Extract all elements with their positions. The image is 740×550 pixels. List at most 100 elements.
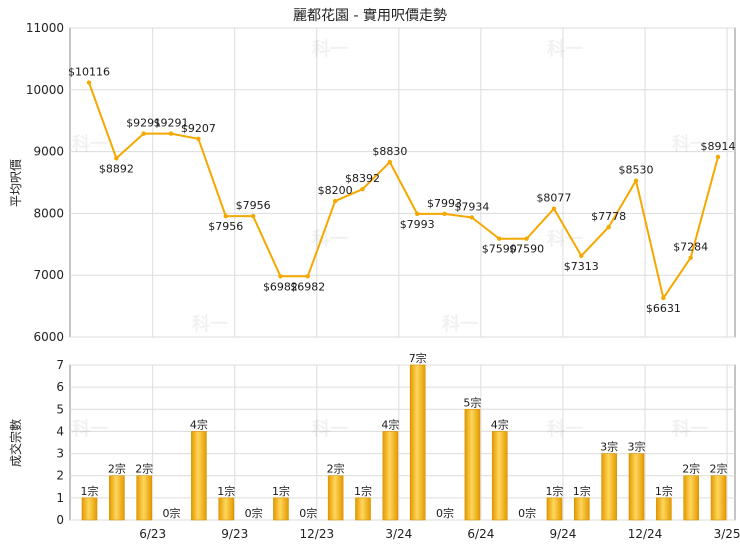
watermark-text: 科一 [72, 133, 108, 155]
price-point [606, 224, 611, 230]
price-point-label: $7313 [564, 260, 599, 273]
price-point [579, 253, 584, 259]
x-tick-label: 6/24 [467, 527, 494, 541]
count-bar-label: 1宗 [655, 484, 673, 498]
price-point-label: $6631 [646, 302, 681, 315]
price-point-label: $8530 [619, 164, 654, 177]
price-point [360, 186, 365, 192]
count-bar-label: 7宗 [409, 351, 427, 365]
count-bar [109, 475, 125, 521]
price-point [469, 215, 475, 220]
watermark-text: 科一 [547, 38, 583, 60]
chart-title: 麗都花園 - 實用呎價走勢 [293, 7, 447, 24]
price-y-tick-label: 9000 [33, 145, 64, 159]
price-point [223, 213, 228, 219]
price-point-label: $7956 [208, 220, 243, 233]
count-bar-label: 2宗 [327, 462, 345, 476]
price-y-axis-title: 平均呎價 [9, 159, 23, 207]
count-bar [81, 497, 98, 521]
x-tick-label: 12/23 [300, 527, 335, 541]
price-point [442, 211, 447, 217]
price-point-label: $7993 [400, 218, 435, 231]
watermark-text: 科一 [672, 133, 708, 155]
line-series [86, 80, 721, 301]
bar-series [81, 364, 727, 521]
price-point-label: $10116 [68, 66, 110, 79]
price-y-tick-label: 7000 [33, 268, 64, 282]
count-bar [464, 408, 481, 521]
price-point [168, 131, 174, 136]
x-tick-label: 3/25 [714, 527, 740, 541]
count-bar-label: 1宗 [354, 484, 372, 498]
count-y-tick-label: 3 [56, 447, 64, 461]
price-y-tick-label: 8000 [33, 206, 64, 220]
count-bar-label: 4宗 [190, 417, 208, 431]
x-tick-label: 12/24 [628, 527, 663, 541]
count-y-tick-label: 2 [56, 469, 64, 483]
count-bar [601, 453, 617, 521]
price-point-label: $7956 [236, 199, 271, 212]
count-bar [656, 497, 672, 521]
watermark-text: 科一 [547, 228, 583, 250]
price-point [415, 211, 420, 217]
price-point-label: $7590 [509, 243, 544, 256]
count-bar [546, 497, 563, 521]
price-point-label: $8392 [345, 172, 380, 185]
count-bar-label: 1宗 [217, 484, 235, 498]
price-point [86, 80, 92, 85]
price-point-label: $8892 [99, 162, 134, 175]
price-point-label: $6982 [263, 280, 298, 293]
watermark-text: 科一 [312, 418, 348, 440]
count-y-tick-label: 7 [56, 358, 64, 372]
watermark-text: 科一 [72, 418, 108, 440]
count-bar [409, 364, 426, 521]
count-bar [273, 497, 289, 521]
watermark-text: 科一 [312, 228, 348, 250]
price-point-label: $9207 [181, 122, 216, 135]
price-point [114, 156, 119, 161]
count-y-tick-label: 6 [56, 380, 64, 394]
price-point-label: $8914 [701, 140, 736, 153]
count-bar-label: 1宗 [573, 484, 591, 498]
price-point-label: $6982 [290, 280, 325, 293]
count-bar-label: 3宗 [628, 440, 646, 454]
price-point-label: $8200 [318, 184, 353, 197]
count-bar [628, 453, 645, 521]
count-bar [491, 431, 508, 521]
count-bar [355, 497, 371, 521]
price-point [497, 236, 502, 241]
price-point-label: $8077 [536, 192, 571, 205]
count-bar-label: 4宗 [381, 417, 399, 431]
count-bar [191, 431, 207, 521]
count-bar-label: 1宗 [272, 484, 290, 498]
count-bar [573, 497, 590, 521]
price-point [524, 236, 529, 241]
count-bar-label: 3宗 [600, 440, 618, 454]
watermark-text: 科一 [547, 418, 583, 440]
count-bar-label: 0宗 [299, 506, 317, 520]
x-tick-label: 9/23 [221, 527, 248, 541]
price-point [688, 255, 693, 260]
count-bar-label: 4宗 [491, 417, 509, 431]
price-point [633, 178, 639, 183]
price-point-label: $9291 [126, 117, 161, 130]
watermark-text: 科一 [312, 38, 348, 60]
count-y-tick-label: 1 [56, 491, 64, 505]
price-point [715, 154, 721, 160]
price-point-label: $8830 [372, 145, 407, 158]
price-point-label: $7284 [673, 241, 708, 254]
price-point [278, 274, 283, 279]
price-point-label: $7778 [591, 210, 626, 223]
price-point-label: $7993 [427, 197, 462, 210]
count-y-tick-label: 0 [56, 513, 64, 527]
price-point [196, 136, 201, 142]
price-y-tick-label: 11000 [26, 21, 64, 35]
price-point-label: $9291 [154, 117, 189, 130]
count-bar-label: 5宗 [463, 395, 481, 409]
watermark-text: 科一 [672, 418, 708, 440]
count-bar-label: 2宗 [682, 462, 700, 476]
price-point [661, 295, 666, 301]
